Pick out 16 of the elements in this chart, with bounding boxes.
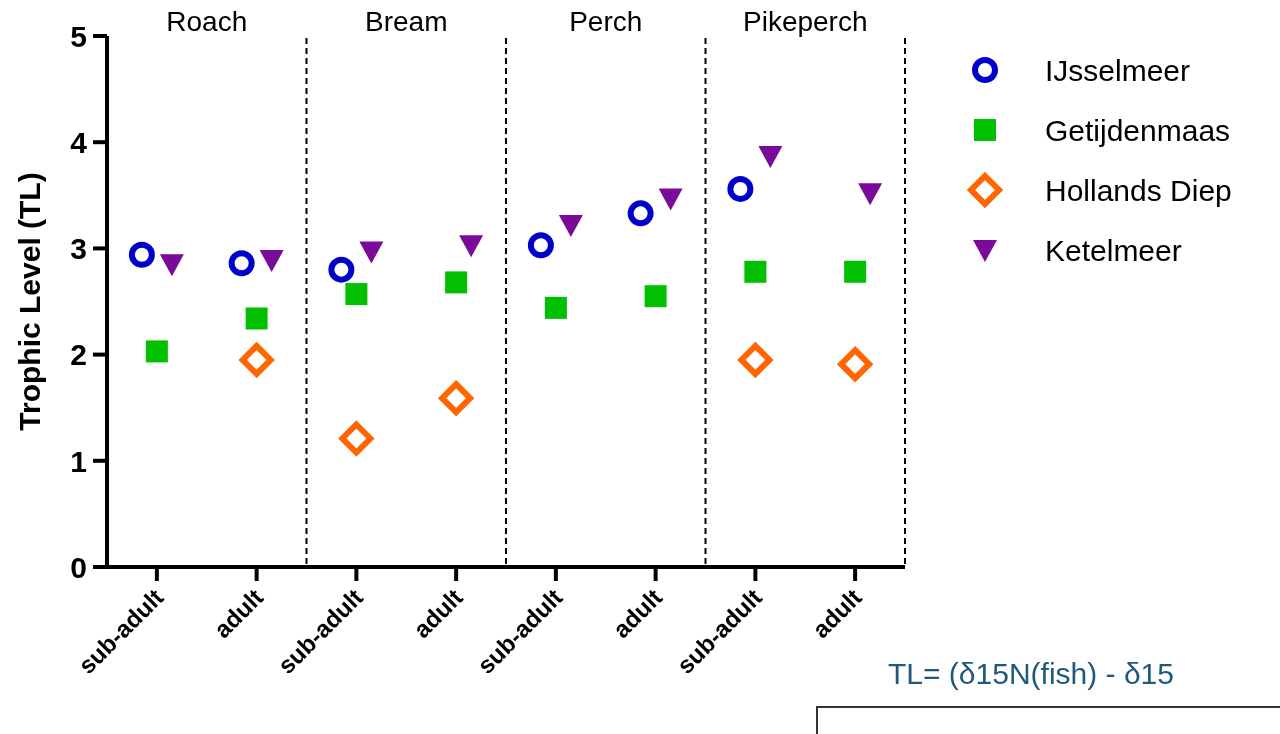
legend-label: Getijdenmaas	[1045, 113, 1231, 147]
annotation: Perch	[569, 6, 643, 37]
annotation: Roach	[166, 6, 248, 37]
legend-label: Hollands Diep	[1045, 173, 1232, 207]
annotation: Bream	[365, 6, 448, 37]
legend-label: Ketelmeer	[1045, 233, 1182, 267]
annotation: Pikeperch	[742, 6, 868, 37]
y-tick-label: 4	[70, 126, 88, 159]
legend-label: IJsselmeer	[1045, 53, 1191, 87]
text: TL= (δ15N(fish) - δ15	[888, 657, 1174, 690]
y-tick-label: 0	[70, 550, 87, 584]
y-tick-label: 1	[70, 444, 87, 478]
y-axis-title: Trophic Level (TL)	[13, 172, 46, 431]
y-tick-label: 2	[70, 338, 87, 372]
y-tick-label: 3	[70, 232, 87, 266]
y-tick-label: 5	[70, 19, 87, 53]
